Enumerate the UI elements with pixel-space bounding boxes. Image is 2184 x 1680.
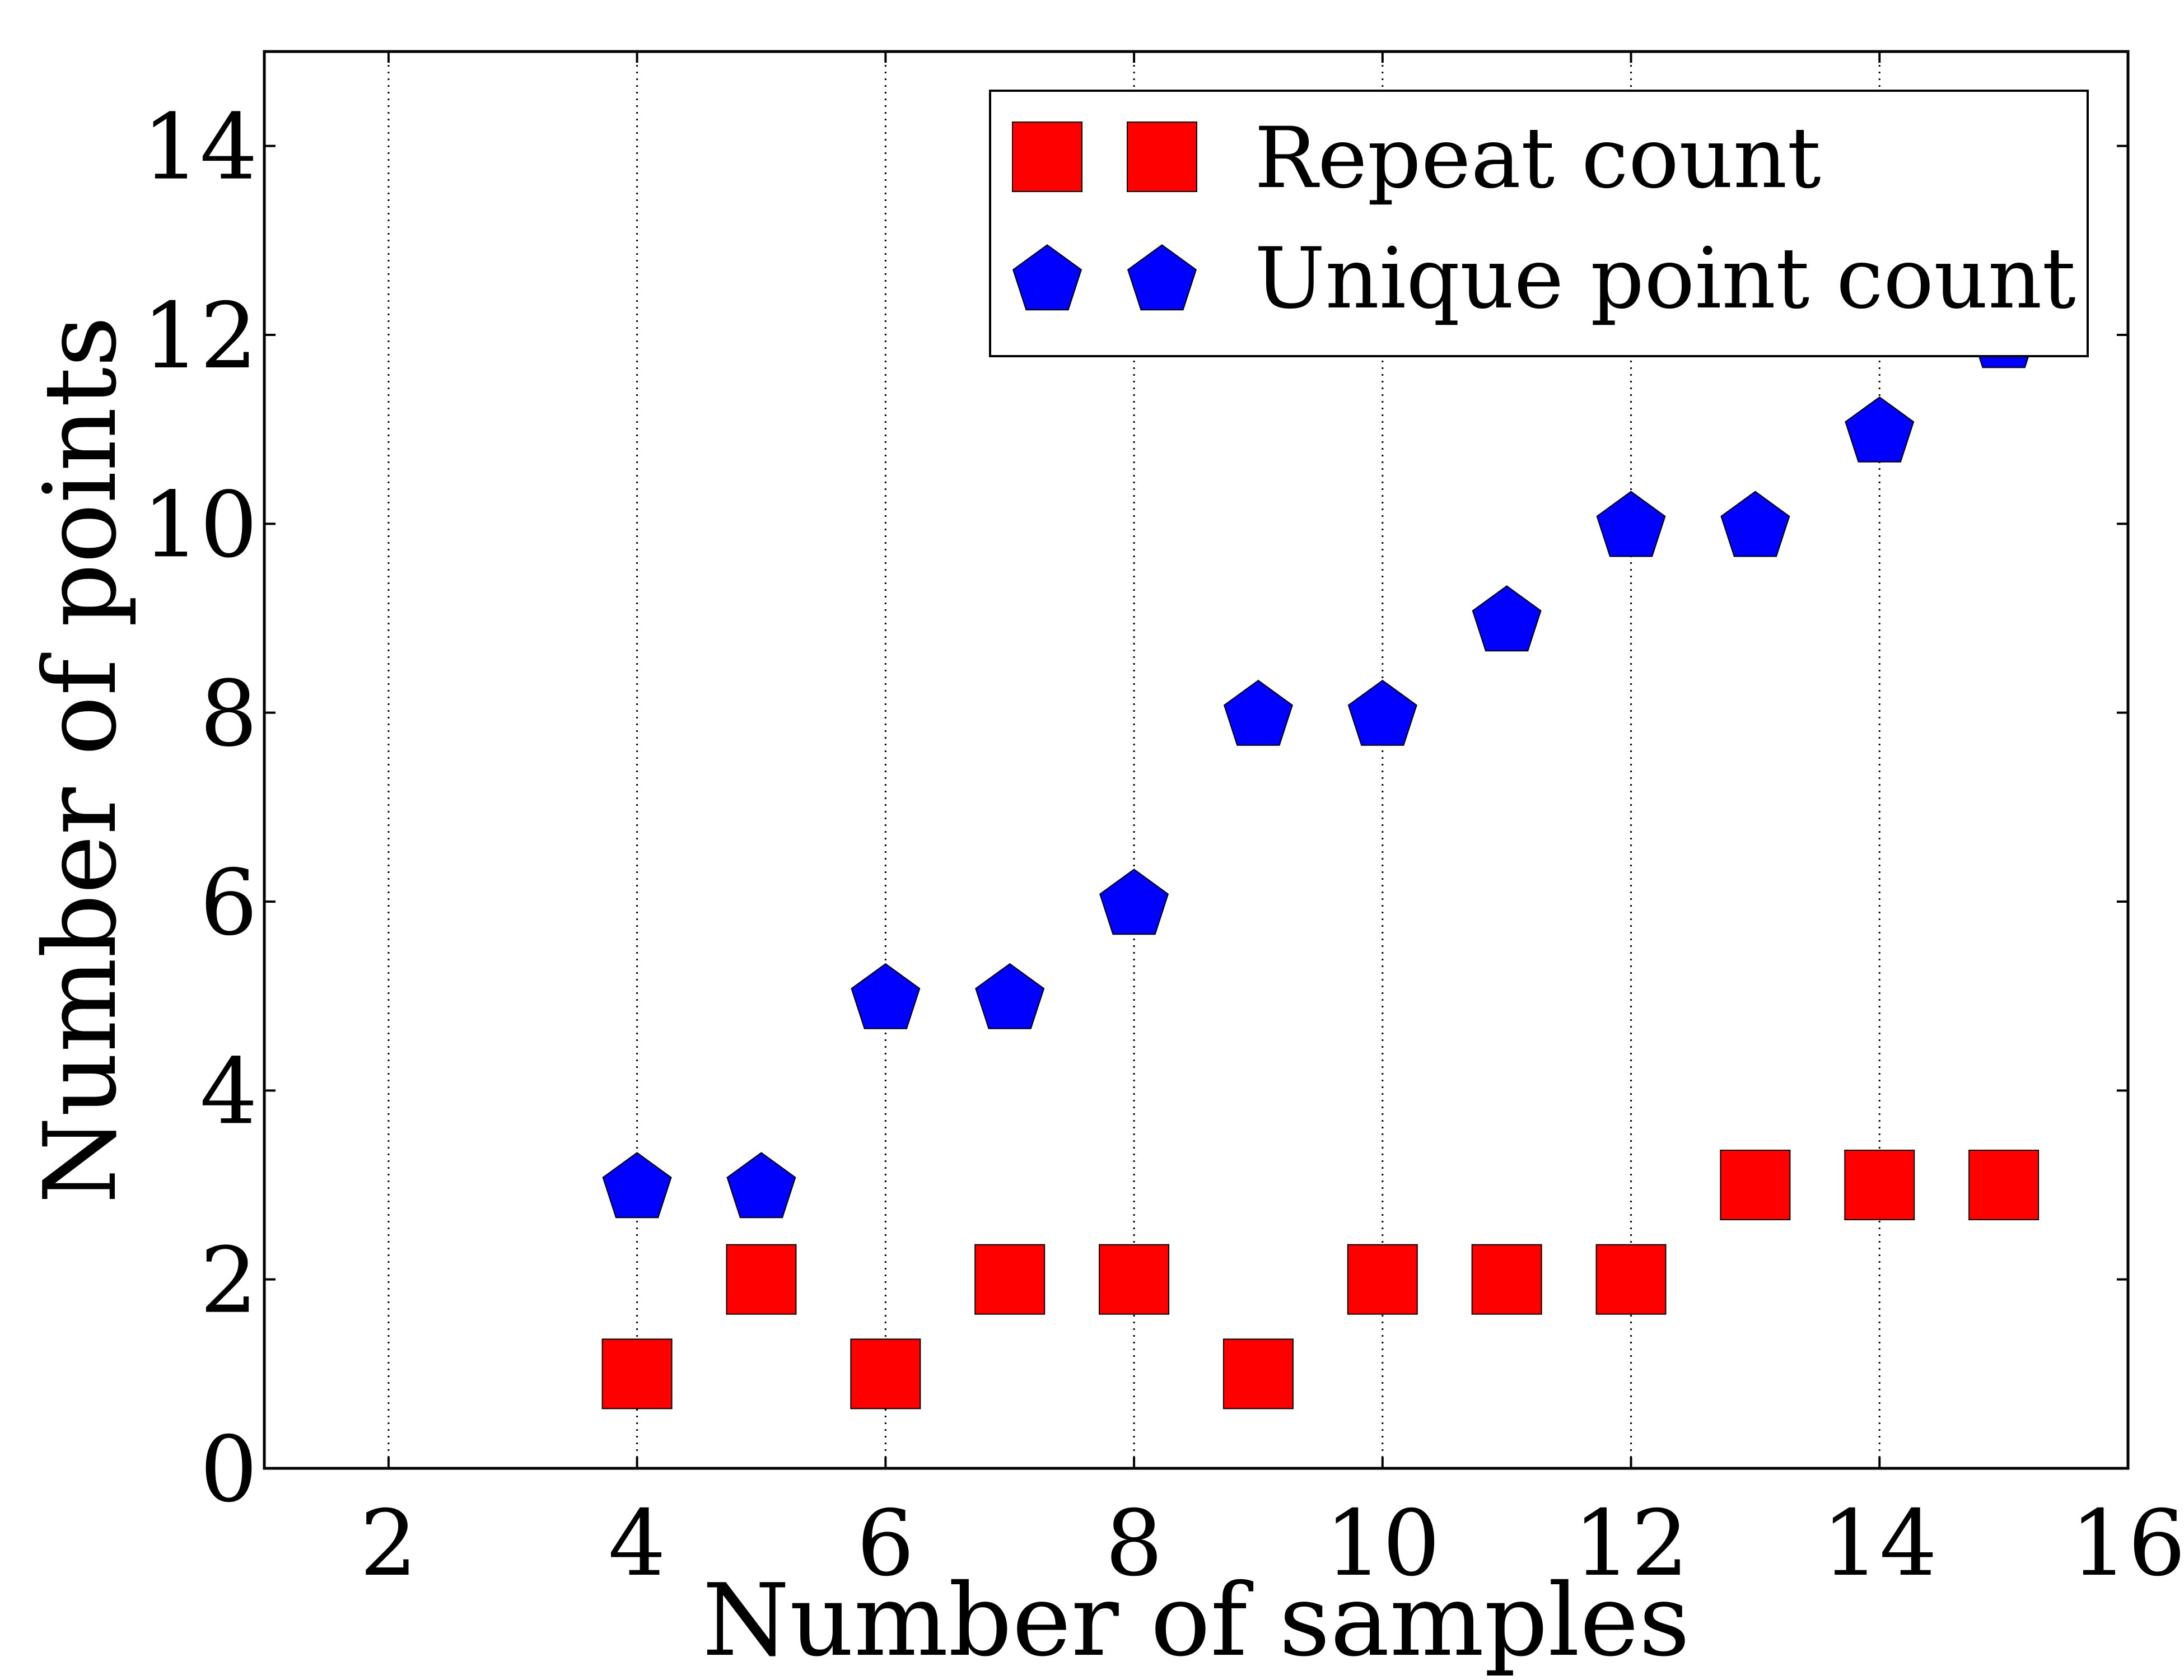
data-point [1968,1150,2040,1220]
data-point [1099,1244,1170,1315]
data-point [1347,679,1417,746]
series-repeat-count [601,1150,2040,1410]
data-point [851,963,921,1029]
y-tick-label: 14 [142,95,258,200]
data-point [1472,585,1542,652]
legend: Repeat count Unique point count [989,90,2089,357]
data-point [602,1152,672,1219]
data-point [1596,491,1666,557]
y-tick-label: 4 [200,1039,258,1145]
x-axis-title: Number of samples [702,1562,1690,1678]
y-tick-label: 10 [142,473,258,578]
x-tick-label: 14 [1822,1491,1937,1597]
legend-marker [1127,122,1197,192]
x-tick-label: 16 [2070,1491,2184,1597]
x-tick-label: 8 [1105,1491,1163,1597]
y-tick-label: 8 [200,662,258,767]
data-point [1595,1244,1667,1315]
data-point [1845,396,1915,463]
x-tick-label: 2 [360,1491,417,1597]
x-tick-label: 12 [1573,1491,1688,1597]
legend-marker [1012,122,1082,192]
data-point [1347,1244,1418,1315]
legend-marker [1127,244,1197,311]
data-point [726,1244,797,1315]
y-tick-label: 6 [200,851,258,956]
data-point [1471,1244,1542,1315]
data-point [1844,1150,1915,1220]
data-point [1099,869,1169,935]
data-point [601,1338,673,1410]
y-axis-title: Number of points [22,316,138,1203]
y-tick-label: 2 [200,1229,258,1334]
data-point [726,1152,796,1219]
legend-label: Unique point count [1254,230,2076,328]
data-point [1223,679,1293,746]
data-point [1720,1150,1791,1220]
data-point [974,1244,1046,1315]
data-point [1222,1338,1294,1410]
x-tick-label: 6 [857,1491,914,1597]
data-point [1720,491,1790,557]
y-tick-label: 12 [142,284,258,389]
legend-marker [1012,244,1082,311]
plot-area-frame [263,50,2130,1470]
data-point [850,1338,921,1410]
x-tick-label: 10 [1325,1491,1440,1597]
x-tick-label: 4 [608,1491,666,1597]
legend-label: Repeat count [1254,110,1821,207]
data-point [975,963,1045,1029]
y-tick-label: 0 [200,1417,258,1523]
